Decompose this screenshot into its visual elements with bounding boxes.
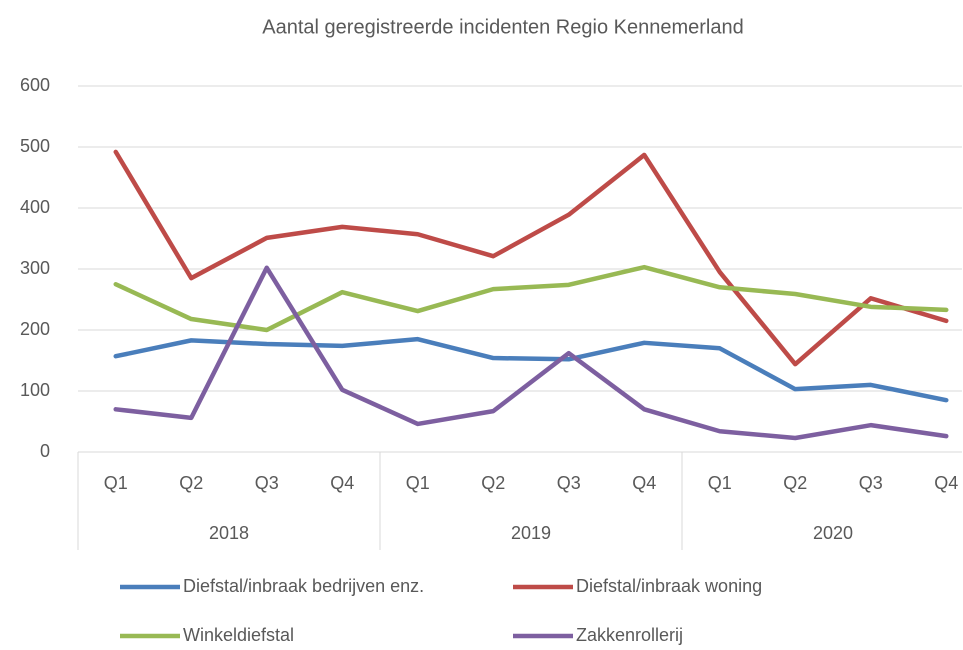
y-tick-label: 400 [20,197,50,217]
y-tick-label: 300 [20,258,50,278]
series-line [113,149,949,367]
x-tick-label: Q1 [104,473,128,493]
y-tick-label: 0 [40,441,50,461]
series-line [113,264,949,333]
x-tick-label: Q4 [330,473,354,493]
x-tick-label: Q2 [481,473,505,493]
x-tick-label: Q3 [557,473,581,493]
x-tick-label: Q4 [632,473,656,493]
legend-label: Zakkenrollerij [576,625,683,645]
series-line [113,265,949,441]
x-tick-label: Q1 [406,473,430,493]
x-group-label: 2019 [511,523,551,543]
x-tick-label: Q2 [783,473,807,493]
x-group-label: 2018 [209,523,249,543]
chart-title: Aantal geregistreerde incidenten Regio K… [262,16,743,38]
x-tick-label: Q4 [934,473,958,493]
y-tick-label: 200 [20,319,50,339]
legend-label: Winkeldiefstal [183,625,294,645]
x-tick-label: Q1 [708,473,732,493]
legend-label: Diefstal/inbraak woning [576,576,762,596]
legend-label: Diefstal/inbraak bedrijven enz. [183,576,424,596]
y-tick-label: 600 [20,75,50,95]
y-tick-label: 100 [20,380,50,400]
x-tick-label: Q2 [179,473,203,493]
x-tick-label: Q3 [255,473,279,493]
x-tick-label: Q3 [859,473,883,493]
series-line [113,336,949,403]
y-tick-label: 500 [20,136,50,156]
x-group-label: 2020 [813,523,853,543]
